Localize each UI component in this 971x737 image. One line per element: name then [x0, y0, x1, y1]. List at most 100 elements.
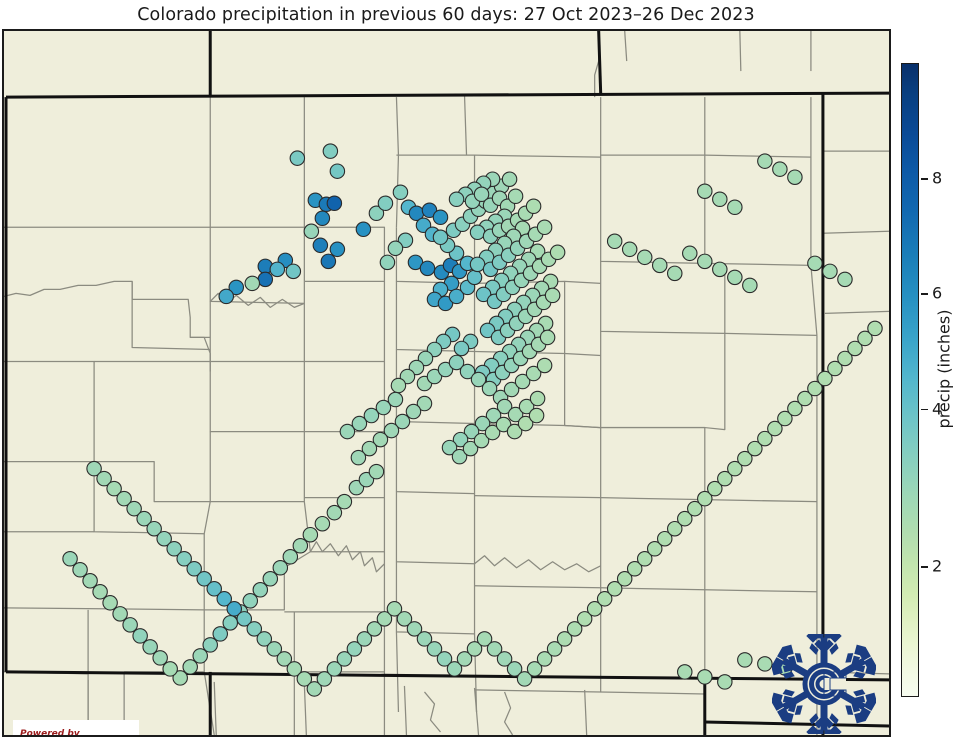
station-marker[interactable]: [346, 641, 363, 657]
station-marker[interactable]: [329, 241, 346, 258]
station-marker[interactable]: [867, 320, 883, 337]
station-marker[interactable]: [517, 415, 534, 432]
station-marker[interactable]: [320, 253, 337, 270]
station-marker[interactable]: [817, 370, 833, 387]
station-marker[interactable]: [176, 550, 192, 567]
station-marker[interactable]: [518, 398, 535, 415]
station-marker[interactable]: [807, 380, 823, 397]
station-marker[interactable]: [837, 271, 853, 288]
station-marker[interactable]: [837, 350, 853, 367]
station-marker[interactable]: [372, 431, 389, 448]
station-marker[interactable]: [549, 244, 566, 261]
station-marker[interactable]: [501, 171, 518, 187]
station-marker[interactable]: [682, 245, 698, 262]
station-marker[interactable]: [282, 548, 299, 565]
station-marker[interactable]: [326, 661, 343, 677]
station-marker[interactable]: [737, 652, 753, 668]
station-marker[interactable]: [86, 460, 102, 477]
station-marker[interactable]: [426, 368, 443, 385]
station-marker[interactable]: [546, 641, 563, 657]
station-marker[interactable]: [186, 561, 202, 577]
station-marker[interactable]: [355, 221, 372, 238]
station-marker[interactable]: [787, 400, 803, 417]
station-marker[interactable]: [712, 261, 728, 278]
station-marker[interactable]: [772, 161, 788, 177]
station-marker[interactable]: [847, 340, 863, 357]
station-marker[interactable]: [96, 470, 112, 487]
station-marker[interactable]: [276, 651, 293, 667]
station-marker[interactable]: [441, 439, 458, 456]
station-marker[interactable]: [82, 573, 98, 589]
station-marker[interactable]: [621, 241, 638, 258]
station-marker[interactable]: [266, 641, 283, 657]
station-marker[interactable]: [326, 195, 343, 212]
station-marker[interactable]: [375, 399, 392, 416]
station-marker[interactable]: [651, 257, 668, 274]
station-marker[interactable]: [302, 526, 319, 543]
station-marker[interactable]: [479, 322, 496, 339]
station-marker[interactable]: [462, 440, 479, 457]
station-marker[interactable]: [448, 288, 465, 305]
station-marker[interactable]: [586, 601, 603, 617]
station-marker[interactable]: [436, 651, 453, 667]
station-marker[interactable]: [152, 650, 168, 666]
station-marker[interactable]: [386, 601, 403, 617]
station-marker[interactable]: [92, 584, 108, 600]
station-marker[interactable]: [196, 571, 212, 587]
station-marker[interactable]: [206, 581, 222, 597]
station-marker[interactable]: [292, 537, 309, 554]
station-marker[interactable]: [244, 275, 261, 292]
station-marker[interactable]: [192, 648, 208, 664]
station-marker[interactable]: [474, 415, 491, 432]
station-marker[interactable]: [405, 403, 422, 420]
station-marker[interactable]: [102, 595, 118, 611]
station-marker[interactable]: [363, 407, 380, 424]
station-marker[interactable]: [379, 254, 396, 271]
station-marker[interactable]: [326, 504, 343, 521]
station-marker[interactable]: [526, 661, 543, 677]
station-marker[interactable]: [416, 395, 433, 412]
station-marker[interactable]: [473, 432, 490, 449]
station-marker[interactable]: [336, 493, 353, 510]
station-marker[interactable]: [172, 670, 188, 686]
station-marker[interactable]: [351, 415, 368, 432]
station-marker[interactable]: [236, 611, 253, 627]
station-marker[interactable]: [536, 219, 553, 236]
station-marker[interactable]: [712, 191, 728, 208]
station-marker[interactable]: [544, 287, 561, 304]
station-marker[interactable]: [857, 330, 873, 347]
station-marker[interactable]: [747, 440, 763, 457]
station-marker[interactable]: [376, 611, 393, 627]
station-marker[interactable]: [466, 269, 483, 286]
map-panel[interactable]: Powered by ACIS Regional Climate Centers: [2, 29, 891, 737]
station-marker[interactable]: [476, 631, 493, 647]
station-marker[interactable]: [469, 256, 486, 273]
station-marker[interactable]: [456, 651, 473, 667]
station-marker[interactable]: [368, 463, 385, 480]
station-marker[interactable]: [396, 611, 413, 627]
station-marker[interactable]: [626, 561, 643, 577]
station-marker[interactable]: [361, 440, 378, 457]
station-marker[interactable]: [329, 163, 346, 179]
station-marker[interactable]: [484, 424, 501, 441]
station-marker[interactable]: [312, 237, 329, 254]
station-marker[interactable]: [156, 530, 172, 547]
station-marker[interactable]: [516, 671, 533, 687]
station-marker[interactable]: [525, 198, 542, 215]
station-marker[interactable]: [257, 271, 274, 288]
station-marker[interactable]: [556, 631, 573, 647]
station-marker[interactable]: [272, 560, 289, 576]
station-marker[interactable]: [303, 223, 320, 240]
station-marker[interactable]: [336, 651, 353, 667]
station-marker[interactable]: [529, 390, 546, 407]
station-marker[interactable]: [392, 184, 409, 200]
station-marker[interactable]: [576, 611, 593, 627]
station-marker[interactable]: [451, 448, 468, 465]
station-marker[interactable]: [496, 398, 513, 415]
station-marker[interactable]: [216, 591, 233, 607]
station-marker[interactable]: [459, 363, 476, 380]
station-marker[interactable]: [322, 143, 339, 159]
station-marker[interactable]: [286, 661, 303, 677]
station-marker[interactable]: [296, 671, 313, 687]
station-marker[interactable]: [503, 381, 520, 398]
